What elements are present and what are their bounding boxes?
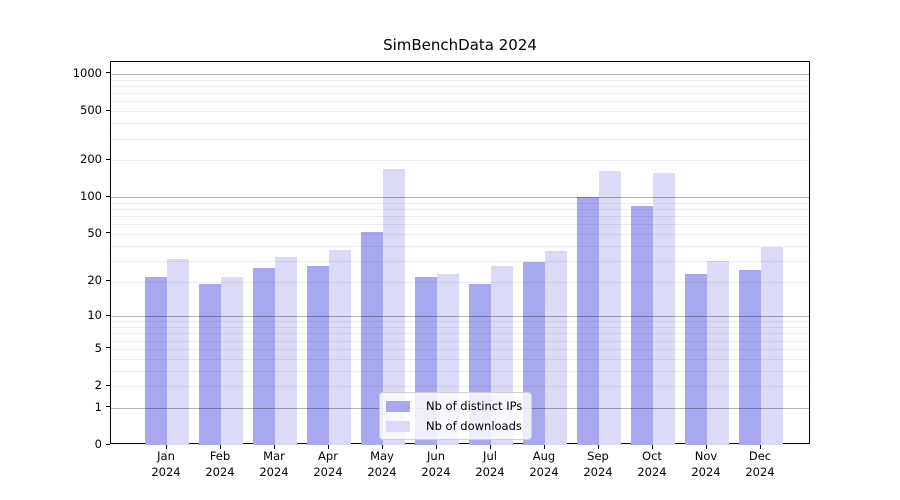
bar-downloads-dec bbox=[761, 246, 783, 445]
legend: Nb of distinct IPs Nb of downloads bbox=[379, 392, 533, 440]
bar-downloads-apr bbox=[329, 249, 351, 445]
bar-downloads-oct bbox=[653, 172, 675, 445]
bar-distinct-ips-mar bbox=[253, 268, 275, 445]
y-tick-label: 2 bbox=[94, 378, 102, 392]
x-tick-mark bbox=[435, 444, 437, 449]
bar-downloads-sep bbox=[599, 170, 621, 445]
y-tick-mark bbox=[106, 195, 110, 197]
y-tick-label: 5 bbox=[94, 340, 102, 355]
bar-downloads-feb bbox=[221, 276, 243, 445]
x-tick-mark bbox=[219, 444, 221, 449]
y-tick-mark bbox=[106, 384, 110, 386]
bars-layer bbox=[111, 62, 809, 445]
x-tick-label-feb: Feb 2024 bbox=[205, 449, 235, 479]
x-tick-mark bbox=[381, 444, 383, 449]
y-tick-mark bbox=[106, 314, 110, 316]
legend-label-distinct-ips: Nb of distinct IPs bbox=[426, 399, 523, 413]
bar-distinct-ips-sep bbox=[577, 197, 599, 445]
y-tick-label: 10 bbox=[87, 308, 102, 323]
legend-label-downloads: Nb of downloads bbox=[426, 419, 522, 433]
x-tick-label-jul: Jul 2024 bbox=[475, 449, 505, 479]
x-tick-mark bbox=[543, 444, 545, 449]
x-tick-mark bbox=[489, 444, 491, 449]
legend-item-distinct-ips: Nb of distinct IPs bbox=[386, 399, 522, 413]
legend-swatch-downloads bbox=[386, 420, 410, 432]
y-tick-mark bbox=[106, 72, 110, 74]
y-tick-label: 1000 bbox=[72, 65, 102, 80]
x-tick-label-nov: Nov 2024 bbox=[691, 449, 721, 479]
y-tick-mark bbox=[106, 232, 110, 234]
bar-distinct-ips-feb bbox=[199, 284, 221, 445]
y-tick-label: 100 bbox=[80, 189, 102, 204]
x-tick-label-mar: Mar 2024 bbox=[259, 449, 289, 479]
x-tick-label-jan: Jan 2024 bbox=[151, 449, 181, 479]
y-tick-label: 20 bbox=[87, 273, 102, 288]
y-tick-mark bbox=[106, 406, 110, 408]
y-tick-label: 0 bbox=[94, 437, 102, 451]
bar-distinct-ips-jan bbox=[145, 276, 167, 445]
legend-swatch-distinct-ips bbox=[386, 400, 410, 412]
plot-area: Nb of distinct IPs Nb of downloads bbox=[110, 61, 810, 445]
y-tick-label: 1 bbox=[94, 399, 102, 414]
x-tick-mark bbox=[705, 444, 707, 449]
x-tick-label-dec: Dec 2024 bbox=[745, 449, 775, 479]
bar-distinct-ips-oct bbox=[631, 205, 653, 445]
bar-distinct-ips-dec bbox=[739, 270, 761, 445]
x-tick-mark bbox=[759, 444, 761, 449]
x-tick-mark bbox=[165, 444, 167, 449]
x-tick-label-oct: Oct 2024 bbox=[637, 449, 667, 479]
bar-downloads-aug bbox=[545, 251, 567, 445]
bar-downloads-nov bbox=[707, 260, 729, 445]
y-tick-label: 200 bbox=[80, 152, 102, 167]
bar-distinct-ips-nov bbox=[685, 274, 707, 445]
bar-downloads-may bbox=[383, 168, 405, 445]
bar-downloads-mar bbox=[275, 257, 297, 445]
bar-distinct-ips-apr bbox=[307, 266, 329, 445]
x-tick-mark bbox=[651, 444, 653, 449]
x-tick-mark bbox=[597, 444, 599, 449]
y-tick-mark bbox=[106, 109, 110, 111]
y-tick-label: 50 bbox=[87, 225, 102, 240]
y-tick-mark bbox=[106, 443, 110, 445]
x-tick-label-apr: Apr 2024 bbox=[313, 449, 343, 479]
legend-item-downloads: Nb of downloads bbox=[386, 419, 522, 433]
x-tick-label-sep: Sep 2024 bbox=[583, 449, 613, 479]
y-tick-label: 500 bbox=[80, 103, 102, 118]
x-tick-label-jun: Jun 2024 bbox=[421, 449, 451, 479]
chart-title: SimBenchData 2024 bbox=[383, 36, 537, 54]
y-tick-mark bbox=[106, 279, 110, 281]
bar-downloads-jan bbox=[167, 258, 189, 445]
x-tick-mark bbox=[327, 444, 329, 449]
bar-distinct-ips-may bbox=[361, 231, 383, 445]
x-tick-label-aug: Aug 2024 bbox=[529, 449, 559, 479]
x-tick-label-may: May 2024 bbox=[367, 449, 397, 479]
x-tick-mark bbox=[273, 444, 275, 449]
y-tick-mark bbox=[106, 347, 110, 349]
y-tick-mark bbox=[106, 158, 110, 160]
